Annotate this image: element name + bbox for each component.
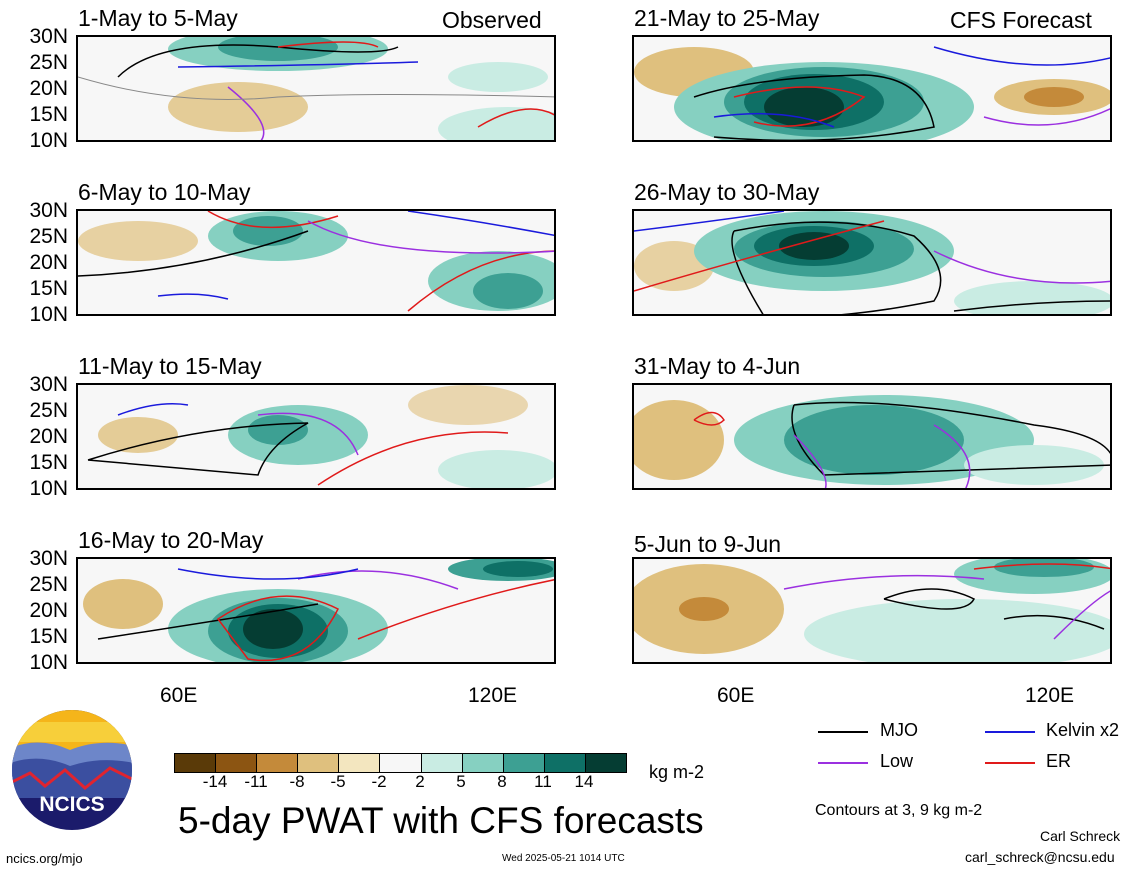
- colorbar-swatch: [298, 754, 340, 772]
- lat-label: 20N: [29, 251, 68, 274]
- lon-label: 60E: [160, 684, 198, 707]
- lat-label: 30N: [29, 25, 68, 48]
- lon-label: 120E: [1025, 684, 1075, 707]
- colorbar-swatch: [175, 754, 217, 772]
- lat-label: 30N: [29, 199, 68, 222]
- panel-title-6: 26-May to 30-May: [634, 179, 820, 205]
- legend-label-er: ER: [1046, 751, 1072, 771]
- colorbar-swatch: [544, 754, 586, 772]
- map-panel-4: [76, 557, 556, 664]
- lat-label: 10N: [29, 129, 68, 152]
- lat-label: 15N: [29, 451, 68, 474]
- colorbar-tick: 2: [415, 772, 425, 791]
- lat-label: 15N: [29, 277, 68, 300]
- legend-line-er: [985, 762, 1035, 764]
- colorbar-tick: 5: [456, 772, 466, 791]
- main-title: 5-day PWAT with CFS forecasts: [178, 800, 704, 841]
- lat-label: 25N: [29, 573, 68, 596]
- panel-title-4: 16-May to 20-May: [78, 527, 264, 553]
- lat-label: 20N: [29, 77, 68, 100]
- colorbar: [174, 753, 627, 773]
- legend-label-low: Low: [880, 751, 914, 771]
- lat-label: 30N: [29, 547, 68, 570]
- colorbar-tick: -8: [289, 772, 305, 791]
- lat-label: 10N: [29, 303, 68, 326]
- colorbar-tick: -14: [202, 772, 228, 791]
- colorbar-tick: 14: [574, 772, 594, 791]
- footer-author: Carl Schreck: [1040, 828, 1121, 844]
- map-panel-5: [632, 35, 1112, 142]
- legend-label-mjo: MJO: [880, 720, 918, 740]
- map-panel-1: [76, 35, 556, 142]
- lat-label: 15N: [29, 103, 68, 126]
- colorbar-swatch: [380, 754, 422, 772]
- lon-label: 120E: [468, 684, 518, 707]
- colorbar-swatch: [503, 754, 545, 772]
- footer-email: carl_schreck@ncsu.edu: [965, 849, 1115, 865]
- panel-title-3: 11-May to 15-May: [78, 353, 262, 379]
- colorbar-swatch: [585, 754, 627, 772]
- lat-label: 25N: [29, 51, 68, 74]
- ncics-logo: NCICS: [12, 710, 132, 830]
- lat-label: 30N: [29, 373, 68, 396]
- map-panel-8: [632, 557, 1112, 664]
- panel-title-8: 5-Jun to 9-Jun: [634, 531, 782, 557]
- legend-line-kelvin: [985, 731, 1035, 733]
- colorbar-units: kg m-2: [649, 762, 705, 782]
- lat-label: 20N: [29, 425, 68, 448]
- panel-title-1: 1-May to 5-May: [78, 5, 238, 31]
- contours-note: Contours at 3, 9 kg m-2: [815, 802, 983, 819]
- colorbar-swatch: [421, 754, 463, 772]
- colorbar-tick: 8: [497, 772, 507, 791]
- cfs-forecast-label: CFS Forecast: [950, 7, 1092, 33]
- legend-line-low: [818, 762, 868, 764]
- lon-label: 60E: [717, 684, 755, 707]
- footer-url: ncics.org/mjo: [6, 851, 83, 866]
- colorbar-swatch: [216, 754, 258, 772]
- footer-timestamp: Wed 2025-05-21 1014 UTC: [502, 853, 625, 864]
- panel-title-5: 21-May to 25-May: [634, 5, 820, 31]
- map-panel-3: [76, 383, 556, 490]
- map-panel-7: [632, 383, 1112, 490]
- lat-label: 25N: [29, 225, 68, 248]
- lat-label: 10N: [29, 651, 68, 674]
- colorbar-tick: -2: [371, 772, 387, 791]
- colorbar-tick: -5: [330, 772, 346, 791]
- panel-title-7: 31-May to 4-Jun: [634, 353, 801, 379]
- map-panel-6: [632, 209, 1112, 316]
- lat-label: 20N: [29, 599, 68, 622]
- colorbar-swatch: [339, 754, 381, 772]
- colorbar-tick: -11: [244, 772, 268, 791]
- map-panel-2: [76, 209, 556, 316]
- panel-title-2: 6-May to 10-May: [78, 179, 251, 205]
- colorbar-tick: 11: [534, 772, 552, 791]
- logo-text: NCICS: [39, 793, 104, 816]
- legend-line-mjo: [818, 731, 868, 733]
- lat-label: 10N: [29, 477, 68, 500]
- observed-label: Observed: [442, 7, 542, 33]
- colorbar-swatch: [257, 754, 299, 772]
- lat-label: 15N: [29, 625, 68, 648]
- legend-label-kelvin: Kelvin x2: [1046, 720, 1120, 740]
- colorbar-swatch: [462, 754, 504, 772]
- lat-label: 25N: [29, 399, 68, 422]
